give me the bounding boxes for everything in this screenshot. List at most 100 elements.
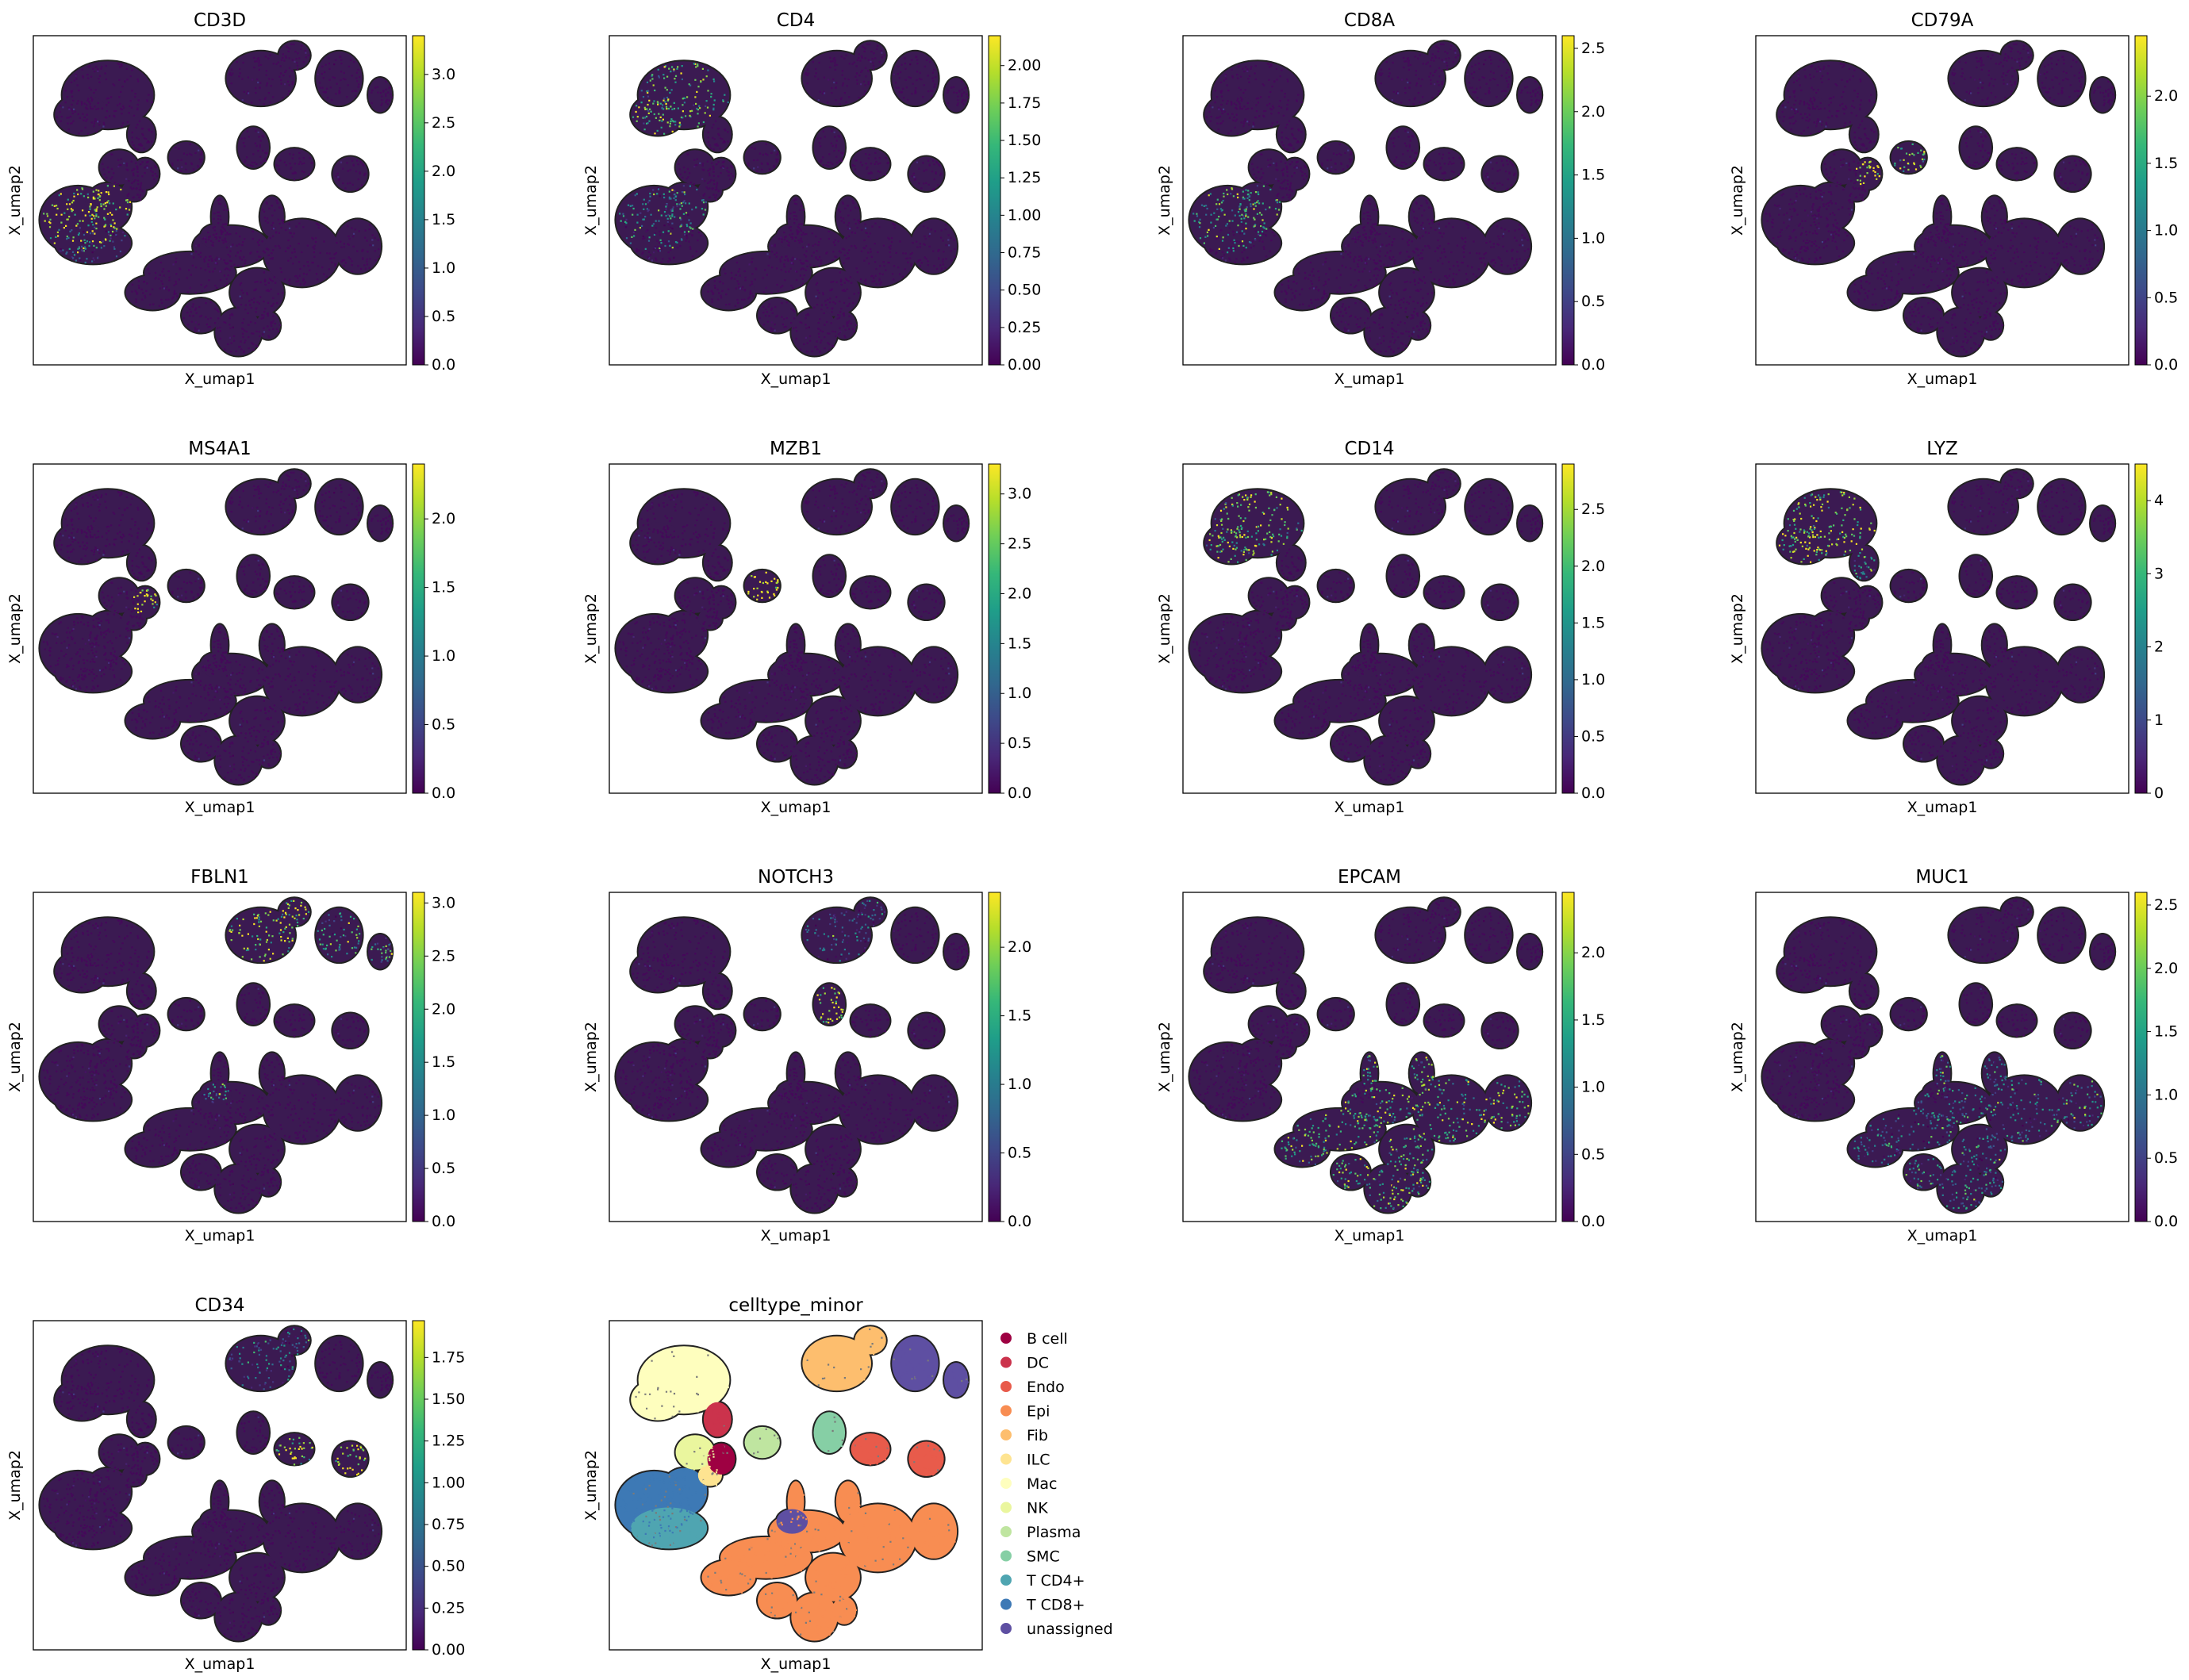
scatter-point-group <box>1250 496 1252 498</box>
cluster-base <box>854 1326 886 1355</box>
scatter-point-group <box>1863 556 1865 558</box>
scatter-point-group <box>271 935 274 938</box>
scatter-point-group <box>1939 1072 1942 1074</box>
scatter-point-group <box>1978 1164 1980 1166</box>
scatter-point-group <box>346 1447 348 1449</box>
scatter-point-group <box>820 994 822 996</box>
scatter-point-group <box>1258 233 1260 236</box>
scatter-point-group <box>2084 1114 2087 1116</box>
y-axis-label: X_umap2 <box>6 1450 24 1521</box>
scatter-point-group <box>1843 554 1845 556</box>
scatter-point-group <box>95 228 98 230</box>
scatter-point-group <box>1848 496 1850 498</box>
scatter-point-group <box>1429 1124 1431 1126</box>
legend-swatch <box>1000 1526 1012 1537</box>
scatter-point-group <box>1258 212 1262 214</box>
scatter-point-group <box>112 240 114 243</box>
scatter-point-group <box>1215 646 1218 649</box>
scatter-point-group <box>296 921 299 924</box>
scatter-point-group <box>692 228 694 230</box>
scatter-point-group <box>861 913 863 915</box>
scatter-point-group <box>1234 554 1236 557</box>
scatter-point-group <box>695 66 697 68</box>
scatter-point-group <box>1312 287 1315 290</box>
cluster-base <box>1318 570 1354 602</box>
cluster-fill <box>616 470 969 784</box>
scatter-point-group <box>310 590 313 593</box>
scatter-point-group <box>100 203 102 205</box>
scatter-point-group <box>1409 1137 1411 1140</box>
scatter-point-group <box>881 913 883 915</box>
scatter-point-group <box>1942 1075 1951 1091</box>
colorbar-tick-label: 4 <box>2154 492 2164 509</box>
scatter-point-group <box>1782 548 1784 550</box>
scatter-point-group <box>154 601 156 604</box>
scatter-point-group <box>643 122 648 131</box>
colorbar-tick-label: 0.5 <box>2154 1149 2178 1167</box>
cluster-base <box>259 1053 284 1095</box>
scatter-point-group <box>684 662 686 664</box>
scatter-point-group <box>856 936 858 938</box>
scatter-points <box>614 896 970 1214</box>
scatter-point-group <box>1312 1131 1315 1133</box>
scatter-point-group <box>1843 537 1845 539</box>
scatter-point-group <box>98 199 101 201</box>
scatter-point-group <box>1821 552 1823 554</box>
scatter-point-group <box>1857 172 1868 182</box>
scatter-point-group <box>1809 527 1811 530</box>
scatter-point-group <box>95 209 98 212</box>
scatter-point-group <box>1818 987 1820 989</box>
scatter-point-group <box>1419 1094 1421 1096</box>
scatter-point-group <box>359 933 361 935</box>
scatter-point-group <box>1286 531 1288 535</box>
scatter-point-group <box>238 932 240 934</box>
scatter-point-group <box>660 214 662 217</box>
legend-swatch <box>1000 1356 1012 1368</box>
scatter-point-group <box>298 1131 301 1133</box>
scatter-point-group <box>1945 1065 1948 1068</box>
legend-label: Endo <box>1027 1379 1065 1396</box>
colorbar-tick-label: 2.0 <box>2154 960 2178 977</box>
scatter-point-group <box>150 598 152 600</box>
colorbar-tick-label: 0.0 <box>2154 356 2178 374</box>
scatter-point-group <box>1792 230 1794 232</box>
scatter-point-group <box>1441 1108 1443 1110</box>
scatter-point-group <box>1840 1022 1842 1025</box>
y-axis-label: X_umap2 <box>6 1022 24 1092</box>
scatter-point-group <box>387 948 390 950</box>
scatter-point-group <box>213 1086 216 1088</box>
scatter-point-group <box>194 1606 197 1609</box>
scatter-point-group <box>1199 237 1202 240</box>
scatter-point-group <box>109 202 111 205</box>
scatter-point-group <box>2065 1103 2068 1105</box>
scatter-point-group <box>351 1444 354 1447</box>
scatter-point-group <box>2025 1129 2028 1132</box>
scatter-point-group <box>1903 166 1906 168</box>
scatter-point-group <box>770 1178 773 1180</box>
scatter-point-group <box>1246 70 1249 72</box>
cluster-base <box>332 156 368 192</box>
scatter-point-group <box>2073 1127 2076 1130</box>
scatter-point-group <box>817 99 820 102</box>
scatter-point-group <box>1231 530 1233 532</box>
scatter-point-group <box>636 1509 700 1549</box>
scatter-point-group <box>102 203 105 205</box>
scatter-point-group <box>1412 742 1415 745</box>
scatter-point-group <box>1345 1107 1347 1110</box>
scatter-point-group <box>805 929 808 931</box>
scatter-point-group <box>95 656 98 658</box>
scatter-point-group <box>255 1345 258 1348</box>
scatter-point-group <box>649 192 651 195</box>
scatter-point-group <box>339 944 341 946</box>
scatter-point-group <box>189 1571 191 1575</box>
scatter-point-group <box>230 930 232 933</box>
scatter-point-group <box>302 1442 305 1444</box>
scatter-point-group <box>1317 1155 1319 1157</box>
scatter-point-group <box>264 1341 267 1343</box>
scatter-point-group <box>1810 505 1812 508</box>
scatter-point-group <box>1245 208 1247 210</box>
cluster-base <box>84 182 132 231</box>
scatter-points <box>1188 40 1544 358</box>
cluster-base <box>2001 470 2033 498</box>
cluster-base <box>1518 505 1542 541</box>
